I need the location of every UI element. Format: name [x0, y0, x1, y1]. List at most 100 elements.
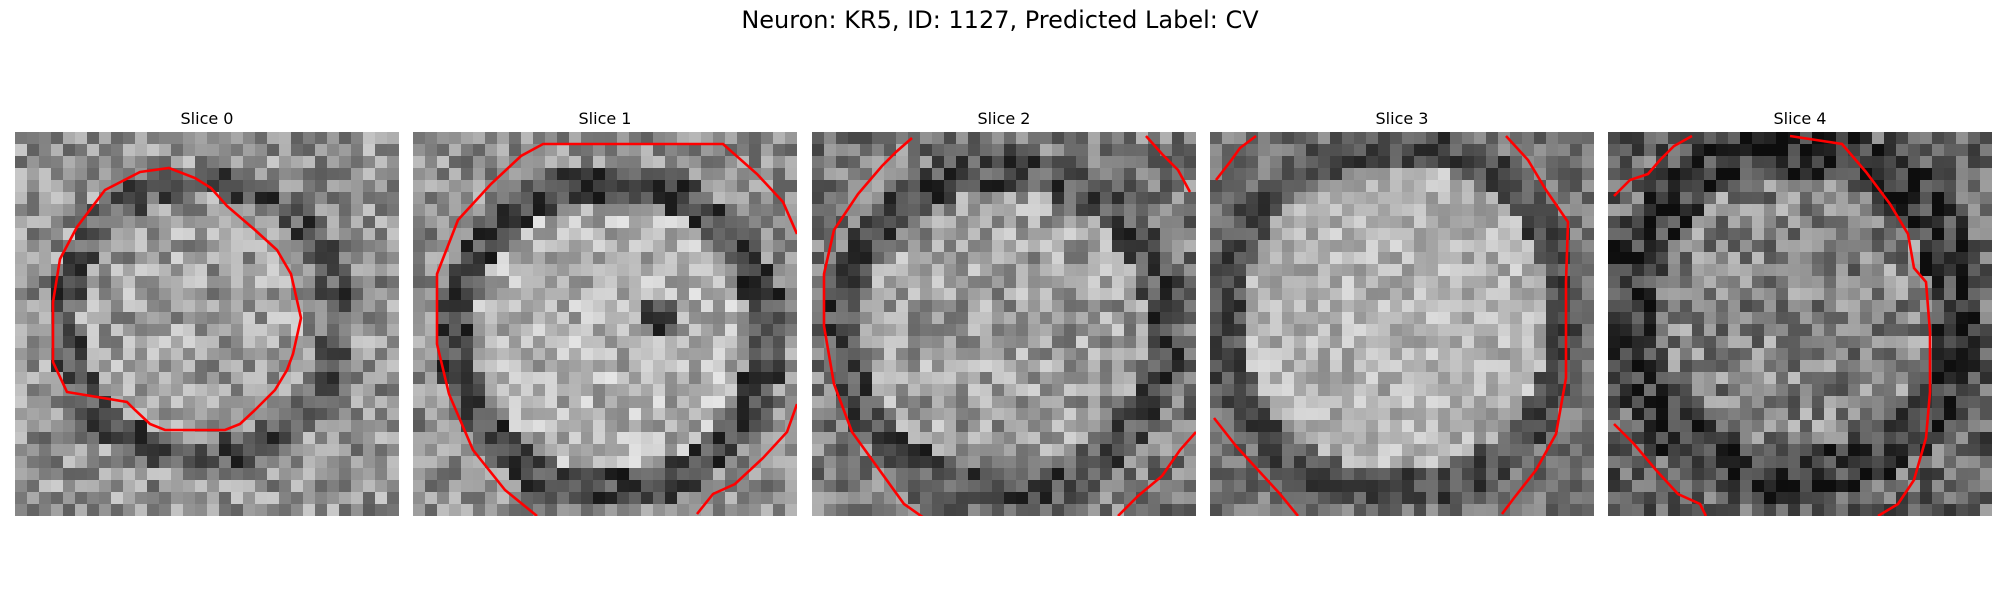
image-pixel: [63, 276, 76, 289]
image-pixel: [509, 132, 522, 145]
image-pixel: [1148, 444, 1161, 457]
segmentation-contour: [1117, 431, 1196, 516]
image-pixel: [908, 132, 921, 145]
image-pixel: [932, 192, 945, 205]
image-pixel: [437, 204, 450, 217]
image-pixel: [1294, 240, 1307, 253]
image-pixel: [968, 156, 981, 169]
image-pixel: [1486, 492, 1499, 505]
image-pixel: [521, 420, 534, 433]
image-pixel: [437, 468, 450, 481]
image-pixel: [87, 168, 100, 181]
image-pixel: [75, 240, 88, 253]
image-pixel: [665, 288, 678, 301]
image-pixel: [785, 348, 797, 361]
image-pixel: [1124, 144, 1137, 157]
image-pixel: [1824, 228, 1837, 241]
image-pixel: [1210, 216, 1223, 229]
image-pixel: [1716, 252, 1729, 265]
image-pixel: [521, 384, 534, 397]
image-pixel: [677, 300, 690, 313]
image-pixel: [111, 408, 124, 421]
image-pixel: [896, 252, 909, 265]
image-pixel: [581, 396, 594, 409]
image-pixel: [980, 372, 993, 385]
image-pixel: [243, 264, 256, 277]
image-pixel: [1908, 444, 1921, 457]
image-pixel: [1354, 468, 1367, 481]
image-pixel: [1920, 216, 1933, 229]
image-pixel: [1258, 180, 1271, 193]
image-pixel: [375, 144, 388, 157]
image-pixel: [171, 480, 184, 493]
image-pixel: [1800, 276, 1813, 289]
image-pixel: [677, 348, 690, 361]
image-pixel: [773, 276, 786, 289]
image-pixel: [1414, 384, 1427, 397]
image-pixel: [785, 360, 797, 373]
image-pixel: [689, 420, 702, 433]
image-pixel: [533, 192, 546, 205]
image-pixel: [641, 432, 654, 445]
image-pixel: [171, 444, 184, 457]
image-pixel: [1402, 348, 1415, 361]
image-pixel: [99, 456, 112, 469]
image-pixel: [1620, 276, 1633, 289]
image-pixel: [497, 216, 510, 229]
image-pixel: [884, 288, 897, 301]
image-pixel: [908, 432, 921, 445]
image-pixel: [1100, 468, 1113, 481]
image-pixel: [497, 192, 510, 205]
image-pixel: [1980, 348, 1992, 361]
image-pixel: [1582, 252, 1594, 265]
image-pixel: [135, 420, 148, 433]
image-pixel: [1366, 192, 1379, 205]
image-pixel: [1402, 480, 1415, 493]
image-pixel: [1474, 492, 1487, 505]
image-pixel: [1608, 456, 1621, 469]
image-pixel: [1234, 312, 1247, 325]
image-pixel: [1752, 312, 1765, 325]
image-pixel: [653, 480, 666, 493]
image-pixel: [1076, 468, 1089, 481]
image-pixel: [749, 432, 762, 445]
image-pixel: [1354, 252, 1367, 265]
image-pixel: [327, 252, 340, 265]
image-pixel: [1546, 384, 1559, 397]
image-pixel: [1402, 432, 1415, 445]
image-pixel: [485, 372, 498, 385]
image-pixel: [171, 348, 184, 361]
image-pixel: [641, 444, 654, 457]
image-pixel: [1076, 372, 1089, 385]
image-pixel: [1644, 180, 1657, 193]
image-pixel: [665, 408, 678, 421]
image-pixel: [629, 168, 642, 181]
image-pixel: [1064, 216, 1077, 229]
image-pixel: [1510, 240, 1523, 253]
image-pixel: [617, 360, 630, 373]
image-pixel: [1438, 504, 1451, 516]
image-pixel: [1764, 360, 1777, 373]
image-pixel: [195, 144, 208, 157]
image-pixel: [1330, 156, 1343, 169]
image-pixel: [1378, 168, 1391, 181]
image-pixel: [1764, 384, 1777, 397]
image-pixel: [279, 144, 292, 157]
image-pixel: [351, 396, 364, 409]
image-pixel: [1112, 324, 1125, 337]
image-pixel: [1414, 504, 1427, 516]
image-pixel: [99, 312, 112, 325]
image-pixel: [605, 228, 618, 241]
image-pixel: [1570, 180, 1583, 193]
image-pixel: [279, 324, 292, 337]
image-pixel: [1184, 168, 1196, 181]
image-pixel: [315, 192, 328, 205]
image-pixel: [1728, 156, 1741, 169]
image-pixel: [231, 468, 244, 481]
image-pixel: [339, 240, 352, 253]
image-pixel: [1872, 276, 1885, 289]
image-pixel: [896, 132, 909, 145]
image-pixel: [1342, 372, 1355, 385]
image-pixel: [231, 372, 244, 385]
image-pixel: [111, 372, 124, 385]
